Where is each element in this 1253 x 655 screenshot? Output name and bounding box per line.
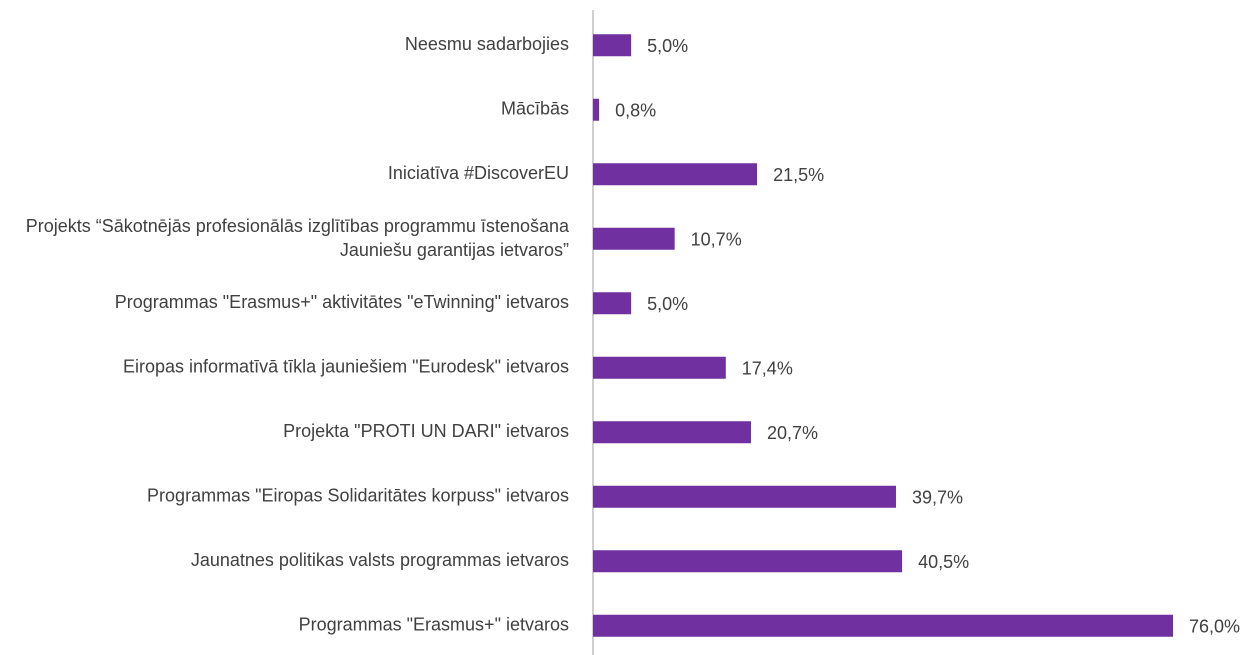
bar xyxy=(593,550,903,573)
bar xyxy=(593,614,1173,637)
category-label: Mācībās xyxy=(501,99,569,119)
category-label: Programmas "Eiropas Solidaritātes korpus… xyxy=(147,486,569,506)
category-label: Eiropas informatīvā tīkla jauniešiem "Eu… xyxy=(123,357,569,377)
category-label: Projekts “Sākotnējās profesionālās izglī… xyxy=(26,216,570,260)
value-label: 20,7% xyxy=(767,423,818,443)
category-label: Programmas "Erasmus+" ietvaros xyxy=(299,615,569,635)
bar xyxy=(593,485,896,508)
category-label: Projekta "PROTI UN DARI" ietvaros xyxy=(283,421,569,441)
category-label: Jaunatnes politikas valsts programmas ie… xyxy=(191,550,569,570)
bar xyxy=(593,34,632,57)
value-label: 76,0% xyxy=(1189,617,1240,637)
value-label: 0,8% xyxy=(615,101,656,121)
bar xyxy=(593,292,632,315)
value-label: 10,7% xyxy=(691,230,742,250)
category-label: Iniciatīva #DiscoverEU xyxy=(388,163,569,183)
bar xyxy=(593,163,758,186)
bar xyxy=(593,98,600,121)
value-label: 39,7% xyxy=(912,488,963,508)
value-label: 5,0% xyxy=(647,294,688,314)
category-label: Neesmu sadarbojies xyxy=(405,34,569,54)
bar xyxy=(593,356,726,379)
value-label: 5,0% xyxy=(647,36,688,56)
value-label: 17,4% xyxy=(742,359,793,379)
value-label: 21,5% xyxy=(773,165,824,185)
category-label: Programmas "Erasmus+" aktivitātes "eTwin… xyxy=(115,292,569,312)
bar xyxy=(593,227,675,250)
bar xyxy=(593,421,751,444)
value-label: 40,5% xyxy=(918,552,969,572)
